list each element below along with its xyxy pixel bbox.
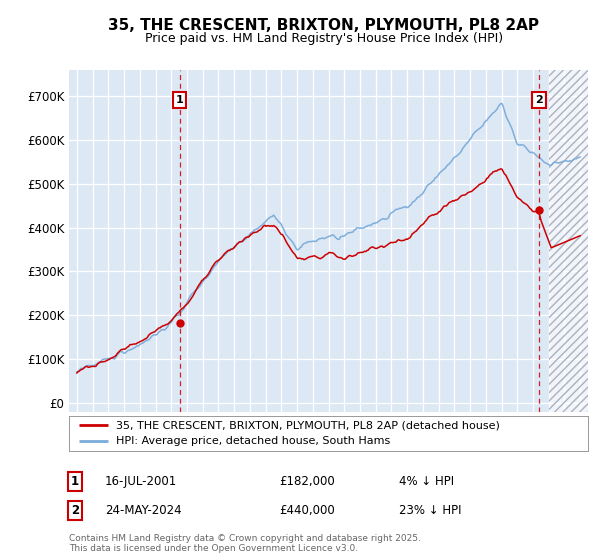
Text: 2: 2 (71, 504, 79, 517)
Text: 4% ↓ HPI: 4% ↓ HPI (399, 475, 454, 488)
Text: £440,000: £440,000 (279, 504, 335, 517)
Text: 1: 1 (71, 475, 79, 488)
Text: HPI: Average price, detached house, South Hams: HPI: Average price, detached house, Sout… (116, 436, 390, 446)
Bar (548, 70, 588, 412)
Text: £182,000: £182,000 (279, 475, 335, 488)
Text: 2: 2 (535, 95, 543, 105)
Text: Price paid vs. HM Land Registry's House Price Index (HPI): Price paid vs. HM Land Registry's House … (145, 31, 503, 45)
Text: 35, THE CRESCENT, BRIXTON, PLYMOUTH, PL8 2AP: 35, THE CRESCENT, BRIXTON, PLYMOUTH, PL8… (109, 18, 539, 32)
Text: 1: 1 (176, 95, 184, 105)
Text: 35, THE CRESCENT, BRIXTON, PLYMOUTH, PL8 2AP (detached house): 35, THE CRESCENT, BRIXTON, PLYMOUTH, PL8… (116, 420, 500, 430)
Text: 16-JUL-2001: 16-JUL-2001 (105, 475, 177, 488)
Text: 23% ↓ HPI: 23% ↓ HPI (399, 504, 461, 517)
Text: Contains HM Land Registry data © Crown copyright and database right 2025.
This d: Contains HM Land Registry data © Crown c… (69, 534, 421, 553)
Text: 24-MAY-2024: 24-MAY-2024 (105, 504, 182, 517)
